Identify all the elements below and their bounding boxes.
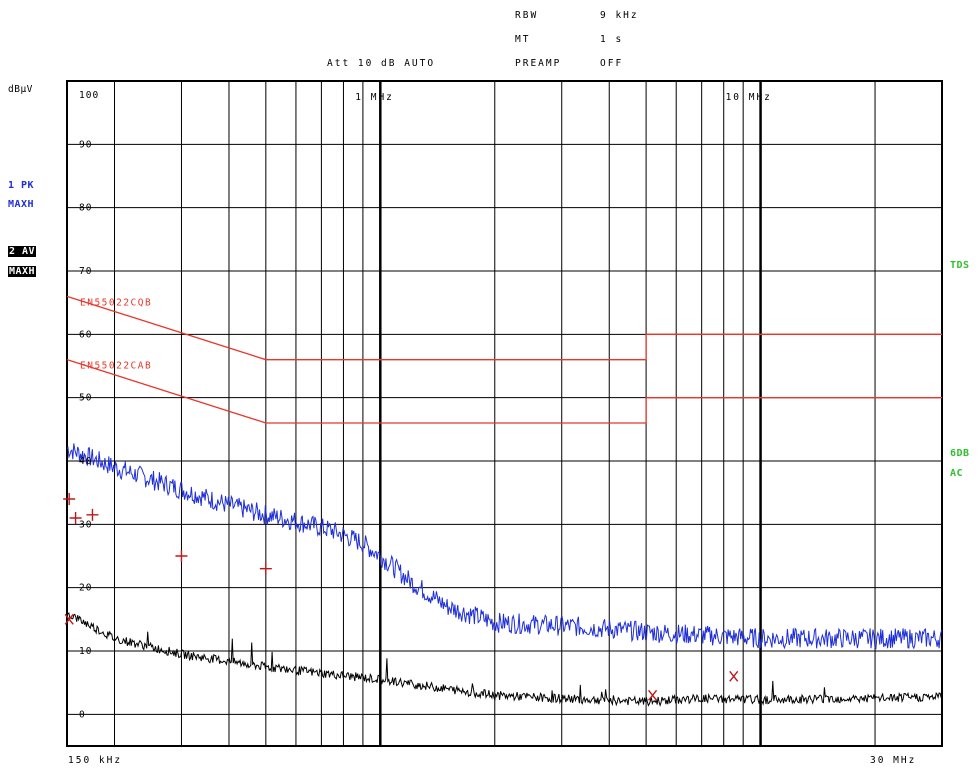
- trace1-mode: MAXH: [8, 199, 35, 210]
- marker-plus: [175, 550, 188, 562]
- y-tick-label: 80: [79, 203, 92, 214]
- y-tick-label: 50: [79, 393, 92, 404]
- x-tick-label: 150 kHz: [68, 755, 122, 766]
- marker-x: [64, 613, 74, 625]
- marker-plus: [69, 512, 82, 524]
- mt-label: MT: [515, 34, 531, 45]
- y-tick-label: 20: [79, 583, 92, 594]
- chart-labels: 0 10 20 30 40 50 60 70 80 90 100 150 kHz 1 MHz 10 MHz…: [68, 90, 916, 766]
- marker-plus: [63, 493, 76, 505]
- limit-line-label: EN55022CQB: [80, 297, 152, 308]
- marker-x: [729, 670, 739, 682]
- x-tick-label: 10 MHz: [726, 92, 772, 103]
- markers: [63, 493, 739, 701]
- mt-value: 1 s: [600, 34, 624, 45]
- rbw-value: 9 kHz: [600, 10, 639, 21]
- limit-line: [66, 359, 942, 424]
- x-tick-label: 1 MHz: [355, 92, 394, 103]
- limit-line: [66, 295, 942, 361]
- chart-grid: [66, 80, 943, 747]
- trace-peak: [66, 443, 943, 650]
- preamp-value: OFF: [600, 58, 624, 69]
- preamp-label: PREAMP: [515, 58, 562, 69]
- y-tick-label: 0: [79, 709, 86, 720]
- y-tick-label: 90: [79, 139, 92, 150]
- limit-lines: EN55022CQB EN55022CAB: [66, 295, 942, 424]
- y-tick-label: 100: [79, 90, 99, 101]
- trace2-label: 2 AV: [8, 246, 37, 257]
- y-tick-label: 30: [79, 519, 92, 530]
- marker-plus: [259, 562, 272, 575]
- trace1-label: 1 PK: [8, 180, 35, 191]
- trace-average: [66, 610, 943, 707]
- traces: [66, 443, 943, 707]
- y-tick-label: 70: [79, 266, 92, 277]
- trace2-mode: MAXH: [8, 266, 37, 277]
- y-unit-label: dBµV: [8, 84, 33, 95]
- y-tick-label: 40: [79, 456, 92, 467]
- marker-x: [648, 689, 658, 701]
- rbw-label: RBW: [515, 10, 539, 21]
- limit-line-label: EN55022CAB: [80, 361, 152, 372]
- tds-label: TDS: [950, 260, 970, 271]
- y-tick-label: 10: [79, 646, 92, 657]
- sixdb-label: 6DB: [950, 448, 970, 459]
- y-tick-label: 60: [79, 329, 92, 340]
- ac-label: AC: [950, 468, 964, 479]
- plot-frame: [66, 80, 943, 747]
- att-label: Att 10 dB AUTO: [327, 58, 436, 69]
- marker-plus: [86, 508, 99, 521]
- x-tick-label: 30 MHz: [870, 755, 916, 766]
